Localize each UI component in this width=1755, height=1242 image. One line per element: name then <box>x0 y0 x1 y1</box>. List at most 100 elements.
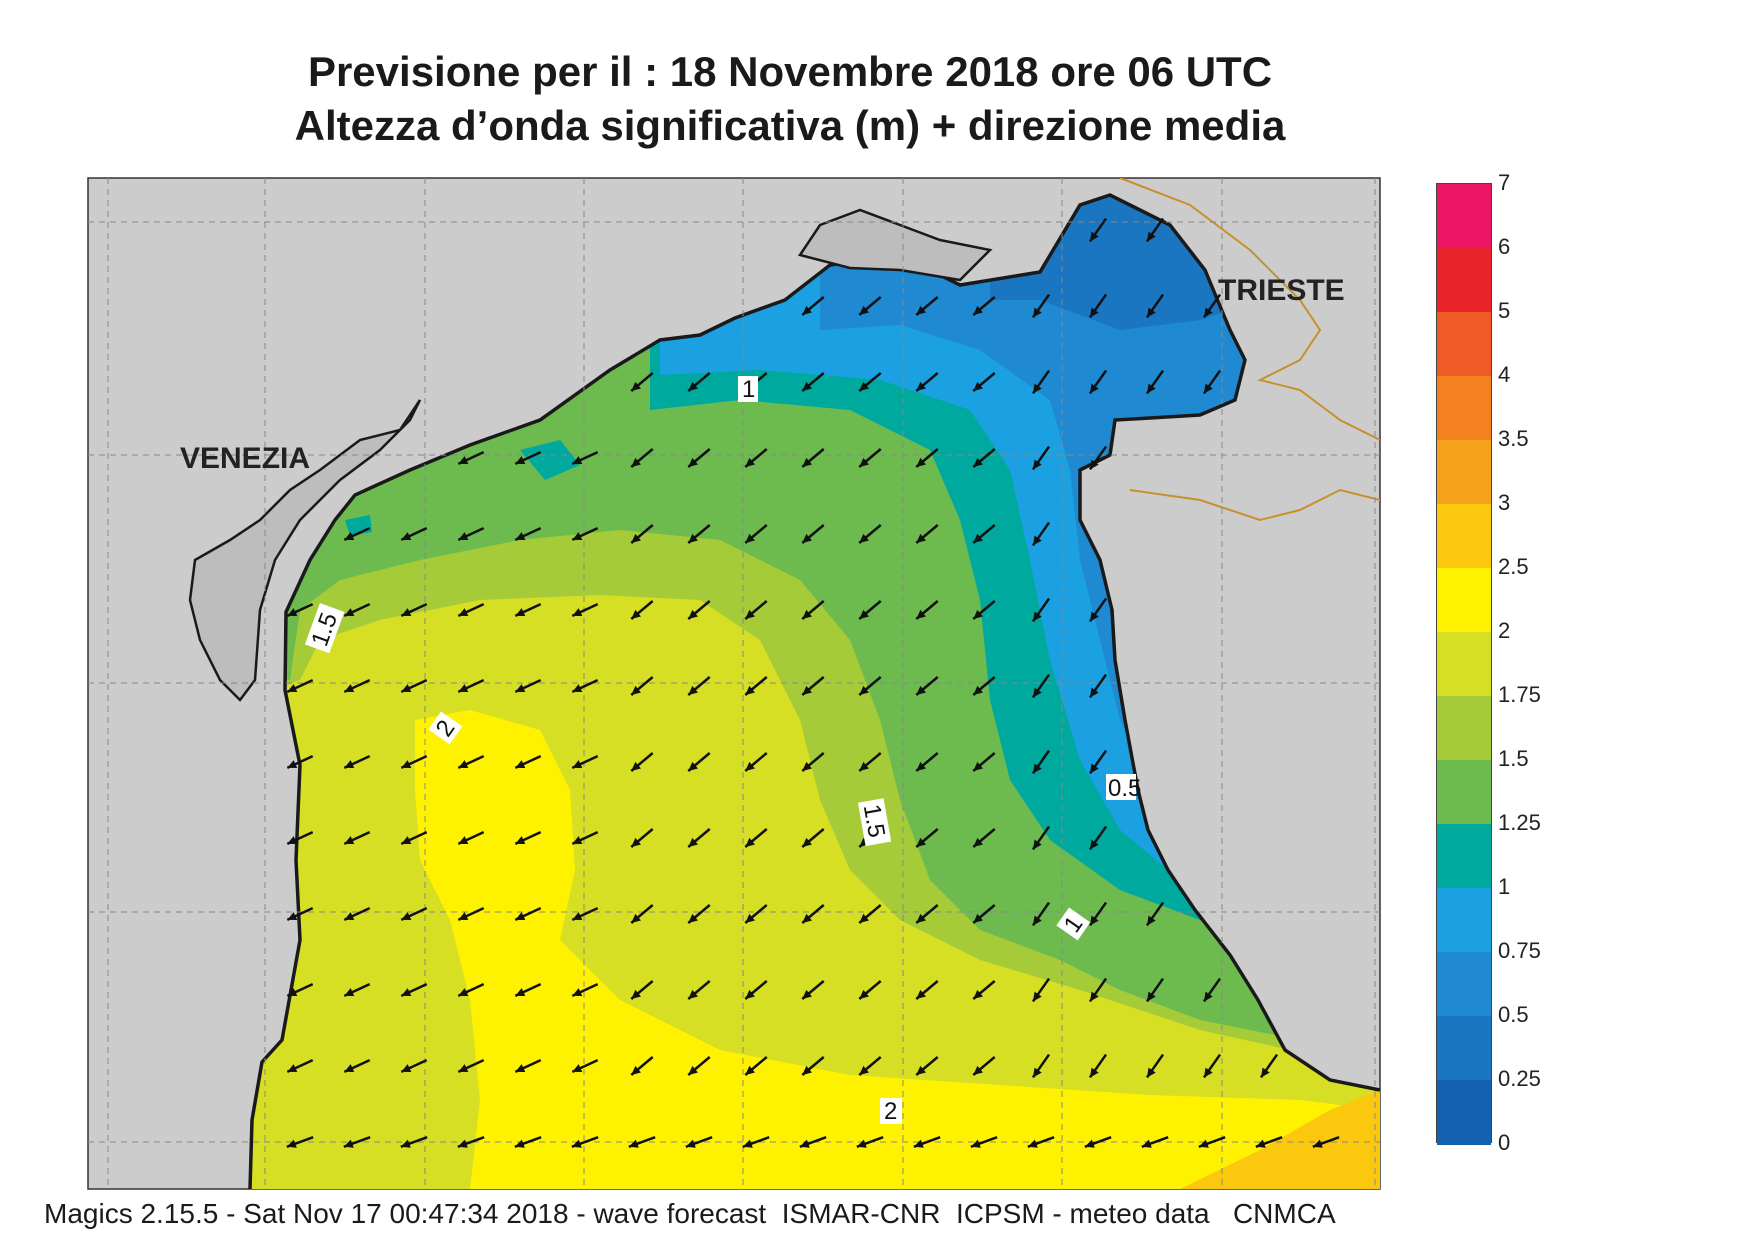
wave-arrow-head <box>802 305 812 315</box>
wave-arrow-head <box>344 532 355 541</box>
wave-arrow-head <box>631 381 641 391</box>
colorbar-segment <box>1437 376 1491 441</box>
wave-arrow-head <box>802 761 812 771</box>
wave-arrow-head <box>631 685 641 695</box>
wave-arrow-head <box>1089 383 1099 394</box>
wave-arrow-head <box>973 533 983 543</box>
wave-arrow-head <box>688 533 698 543</box>
colorbar-tick-label: 0.5 <box>1498 1002 1529 1027</box>
colorbar-tick-label: 5 <box>1498 298 1511 323</box>
colorbar-segment <box>1437 632 1491 697</box>
wave-arrow-head <box>287 988 298 997</box>
wave-arrow-head <box>688 913 698 923</box>
wave-arrow-head <box>973 989 983 999</box>
wave-arrow-head <box>859 457 869 467</box>
wave-arrow-head <box>1032 535 1042 546</box>
colorbar-tick-label: 2.5 <box>1498 554 1529 579</box>
wave-arrow-head <box>916 609 926 619</box>
colorbar-tick-label: 1.25 <box>1498 810 1541 835</box>
colorbar-segment <box>1437 952 1491 1017</box>
wave-arrow-head <box>343 1139 354 1148</box>
colorbar <box>1436 183 1492 1145</box>
wave-arrow-head <box>1032 991 1042 1002</box>
colorbar-segment <box>1437 760 1491 825</box>
wave-arrow-head <box>688 1065 698 1075</box>
colorbar-tick-label: 0 <box>1498 1130 1511 1155</box>
wave-direction-arrows <box>286 217 1340 1148</box>
colorbar-segment <box>1437 888 1491 953</box>
wave-arrow-head <box>802 457 812 467</box>
wave-arrow-head <box>916 837 926 847</box>
wave-arrow-head <box>515 532 526 541</box>
wave-arrow-head <box>458 684 469 693</box>
wave-arrow-head <box>745 609 755 619</box>
wave-arrow-head <box>802 533 812 543</box>
wave-arrow-head <box>859 913 869 923</box>
wave-arrow-head <box>973 609 983 619</box>
wave-arrow-head <box>745 685 755 695</box>
wave-arrow-head <box>344 1064 355 1073</box>
wave-arrow-head <box>973 837 983 847</box>
wave-arrow-head <box>973 305 983 315</box>
national-border <box>1119 178 1380 522</box>
wave-arrow-head <box>859 685 869 695</box>
wave-arrow-head <box>1312 1139 1323 1148</box>
wave-arrow-head <box>344 684 355 693</box>
wave-arrow-head <box>631 837 641 847</box>
wave-arrow-head <box>458 1064 469 1073</box>
wave-arrow-head <box>973 761 983 771</box>
wave-arrow-head <box>1089 1067 1099 1078</box>
colorbar-segment <box>1437 312 1491 377</box>
wave-arrow-head <box>1146 307 1156 318</box>
wave-arrow-head <box>916 381 926 391</box>
colorbar-tick-label: 3 <box>1498 490 1511 515</box>
wave-arrow-head <box>628 1139 639 1148</box>
colorbar-tick-label: 3.5 <box>1498 426 1529 451</box>
wave-arrow-head <box>458 988 469 997</box>
colorbar-tick-label: 0.75 <box>1498 938 1541 963</box>
wave-arrow-head <box>802 381 812 391</box>
wave-arrow-head <box>1032 611 1042 622</box>
wave-arrow-head <box>685 1139 696 1148</box>
wave-arrow-head <box>859 1065 869 1075</box>
wave-arrow-head <box>401 988 412 997</box>
wave-arrow-head <box>859 533 869 543</box>
wave-arrow-head <box>973 381 983 391</box>
wave-arrow-head <box>458 760 469 769</box>
colorbar-tick-label: 1.5 <box>1498 746 1529 771</box>
wave-arrow-head <box>802 685 812 695</box>
wave-arrow-head <box>287 912 298 921</box>
wave-arrow-head <box>859 381 869 391</box>
wave-arrow-head <box>745 457 755 467</box>
wave-arrow-head <box>515 1064 526 1073</box>
wave-arrow-head <box>1203 1067 1213 1078</box>
wave-arrow-head <box>287 684 298 693</box>
wave-arrow-head <box>970 1139 981 1148</box>
wave-arrow-head <box>1032 383 1042 394</box>
wave-arrow-head <box>973 913 983 923</box>
wave-arrow-head <box>286 1139 297 1148</box>
wave-arrow-head <box>1260 1067 1270 1078</box>
wave-arrow-head <box>458 456 469 465</box>
wave-arrow-head <box>688 685 698 695</box>
wave-arrow-head <box>1027 1139 1038 1148</box>
chart-title: Previsione per il : 18 Novembre 2018 ore… <box>307 48 1273 95</box>
wave-arrow-head <box>1032 1067 1042 1078</box>
contour-label: 1.5 <box>858 802 890 840</box>
wave-arrow-head <box>287 608 298 617</box>
wave-arrow-head <box>572 912 583 921</box>
wave-arrow-head <box>458 532 469 541</box>
colorbar-tick-label: 1 <box>1498 874 1511 899</box>
wave-arrow-head <box>400 1139 411 1148</box>
wave-arrow-head <box>571 1139 582 1148</box>
wave-arrow-head <box>916 457 926 467</box>
wave-arrow-head <box>458 836 469 845</box>
wave-arrow-head <box>572 836 583 845</box>
colorbar-segment <box>1437 504 1491 569</box>
wave-arrow-head <box>913 1139 924 1148</box>
wave-arrow-head <box>1089 611 1099 622</box>
wave-arrow-head <box>1089 915 1099 926</box>
chart-subtitle: Altezza d’onda significativa (m) + direz… <box>294 102 1286 149</box>
wave-arrow-head <box>344 912 355 921</box>
